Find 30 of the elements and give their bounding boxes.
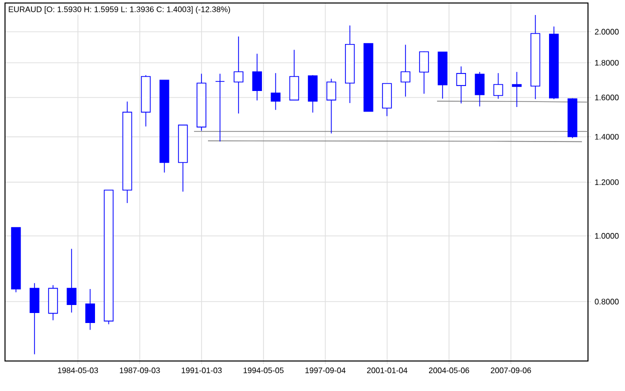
y-tick-label: 1.2000 xyxy=(595,179,619,186)
x-tick-label: 2001-01-04 xyxy=(367,368,408,374)
x-tick-label: 2007-09-06 xyxy=(490,368,531,374)
y-tick-label: 2.0000 xyxy=(594,28,619,35)
candlestick xyxy=(85,288,96,330)
y-tick-label: 1.0000 xyxy=(595,233,619,239)
x-tick-label: 2004-05-06 xyxy=(428,368,470,374)
y-tick-label: 0.8000 xyxy=(594,298,619,304)
y-tick-label: 1.4000 xyxy=(595,134,619,140)
x-tick-label: 1984-05-03 xyxy=(58,368,98,374)
y-tick-label: 1.8000 xyxy=(595,60,619,66)
x-tick-label: 1994-05-05 xyxy=(244,368,284,374)
candlestick xyxy=(66,248,76,313)
y-tick-label: 1.6000 xyxy=(595,94,619,100)
candlestick xyxy=(234,36,244,114)
candlestick xyxy=(400,44,410,97)
candlestick xyxy=(474,72,485,107)
x-tick-label: 1997-09-04 xyxy=(305,368,346,374)
candlestick xyxy=(456,66,466,104)
candlestick xyxy=(252,53,262,101)
chart-title: EURAUD [O: 1.5930 H: 1.5959 L: 1.3936 C: 1.4003] (-12.38%) xyxy=(8,6,230,14)
candlestick xyxy=(493,72,504,100)
x-tick-label: 1991-01-03 xyxy=(182,368,222,374)
candlestick xyxy=(512,72,522,108)
candlestick xyxy=(270,72,280,110)
candlestick xyxy=(289,49,300,100)
candlestick xyxy=(215,73,225,142)
x-tick-label: 1987-09-03 xyxy=(120,368,160,374)
candlestick xyxy=(419,51,429,94)
candlestick xyxy=(326,78,336,134)
